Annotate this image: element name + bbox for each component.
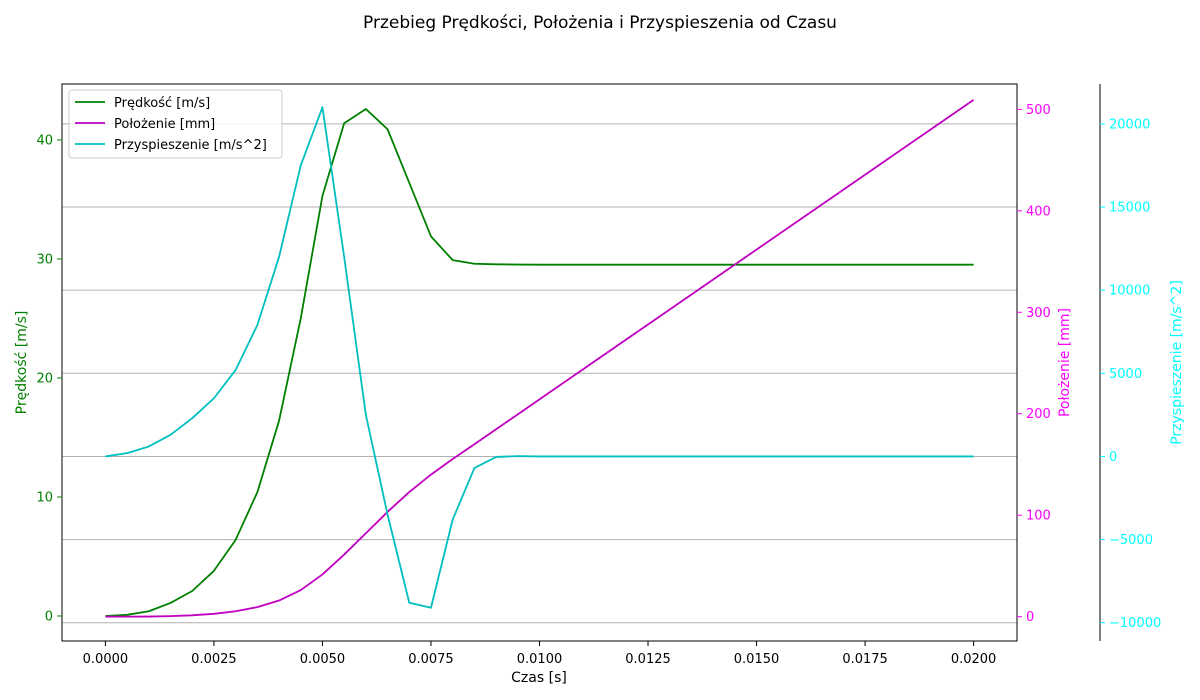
legend-label: Położenie [mm] (114, 117, 215, 132)
series-line-position (105, 99, 975, 618)
x-tick-label: 0.0075 (408, 652, 454, 667)
y-tick-label-position: 200 (1026, 407, 1051, 422)
x-tick-label: 0.0100 (517, 652, 563, 667)
series-line-velocity (105, 108, 974, 617)
legend-label: Przyspieszenie [m/s^2] (114, 138, 267, 153)
y-tick-label-acceleration: 20000 (1109, 117, 1150, 132)
chart-title: Przebieg Prędkości, Położenia i Przyspie… (363, 13, 837, 33)
x-tick-label: 0.0025 (191, 652, 237, 667)
y-tick-label-velocity: 40 (36, 133, 53, 148)
legend: Prędkość [m/s] Położenie [mm] Przyspieszen… (68, 89, 283, 159)
y-tick-label-position: 0 (1026, 610, 1034, 625)
y-tick-label-position: 300 (1026, 306, 1051, 321)
series-line-acceleration (105, 106, 974, 609)
x-tick-label: 0.0200 (951, 652, 997, 667)
y-tick-label-acceleration: 15000 (1109, 201, 1150, 216)
x-tick-label: 0.0175 (842, 652, 888, 667)
y-axis-label-position: Położenie [mm] (1057, 308, 1073, 417)
x-tick-label: 0.0150 (734, 652, 780, 667)
grid-lines (62, 123, 1017, 624)
y-tick-label-velocity: 20 (36, 371, 53, 386)
y-tick-label-acceleration: 10000 (1109, 284, 1150, 299)
y-tick-label-acceleration: −5000 (1109, 533, 1153, 548)
x-tick-label: 0.0050 (300, 652, 346, 667)
y-tick-label-velocity: 10 (36, 490, 53, 505)
y-tick-label-acceleration: −10000 (1109, 616, 1161, 631)
y-tick-label-position: 500 (1026, 103, 1051, 118)
legend-box (68, 89, 283, 159)
y-tick-label-velocity: 0 (45, 610, 53, 625)
axes: 0.0000 0.0025 0.0050 0.0075 0.0100 0.0125 0.01… (14, 83, 1185, 667)
y-tick-label-acceleration: 0 (1109, 450, 1117, 465)
x-tick-label: 0.0125 (625, 652, 671, 667)
y-tick-label-velocity: 30 (36, 252, 53, 267)
y-tick-label-acceleration: 5000 (1109, 367, 1142, 382)
x-tick-label: 0.0000 (83, 652, 129, 667)
legend-label: Prędkość [m/s] (114, 96, 210, 111)
y-axis-label-acceleration: Przyspieszenie [m/s^2] (1169, 280, 1185, 445)
y-tick-label-position: 400 (1026, 204, 1051, 219)
series-lines (105, 99, 975, 618)
y-tick-label-position: 100 (1026, 509, 1051, 524)
y-axis-label-velocity: Prędkość [m/s] (14, 311, 30, 415)
x-axis-label: Czas [s] (511, 670, 567, 686)
plot-frame (61, 83, 1018, 642)
